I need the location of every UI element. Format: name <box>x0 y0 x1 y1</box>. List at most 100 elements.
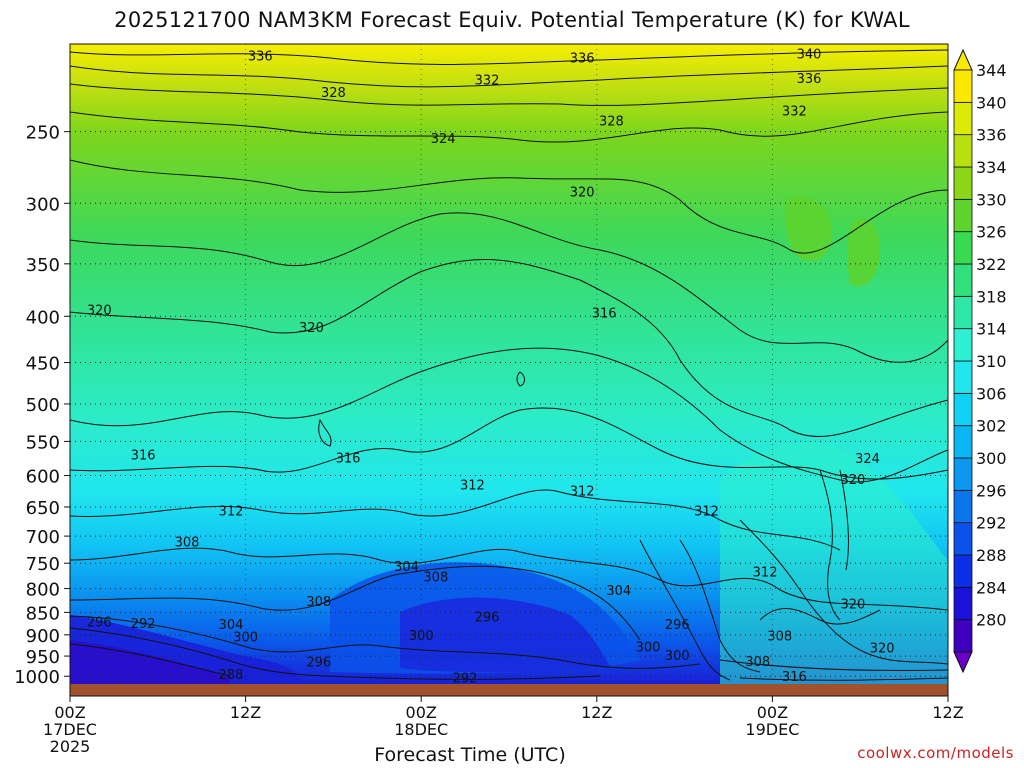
colorbar: 280 284 288 292 296 300 302 306 310 314 318 322 326 3… <box>953 48 1007 674</box>
contour-label: 292 <box>131 617 156 632</box>
contour-label: 324 <box>855 452 880 467</box>
colorbar-swatch <box>953 328 973 362</box>
colorbar-swatch <box>953 619 973 653</box>
contour-label: 320 <box>840 473 865 488</box>
pressure-tick-label: 1000 <box>14 667 60 688</box>
teal-region-right <box>720 442 948 684</box>
contour-label: 336 <box>570 52 595 67</box>
colorbar-label: 330 <box>976 190 1007 209</box>
contour-label: 320 <box>570 185 595 200</box>
colorbar-swatch <box>953 295 973 330</box>
pressure-axis: 2503003504004505005506006507007508008509… <box>14 123 948 688</box>
contour-label: 296 <box>87 616 112 631</box>
pressure-tick-label: 700 <box>26 527 60 548</box>
contour-label: 308 <box>767 630 792 645</box>
colorbar-label: 334 <box>976 158 1007 177</box>
colorbar-label: 340 <box>976 93 1007 112</box>
contour-label: 312 <box>753 566 778 581</box>
contour-label: 324 <box>431 132 456 147</box>
contour-label: 312 <box>694 505 719 520</box>
pressure-tick-label: 900 <box>26 626 60 647</box>
x-axis-label: Forecast Time (UTC) <box>374 744 566 766</box>
contour-label: 320 <box>870 642 895 657</box>
contour-label: 292 <box>453 671 478 686</box>
pressure-tick-label: 250 <box>26 123 60 144</box>
colorbar-swatch <box>953 69 973 103</box>
contour-label: 300 <box>233 631 258 646</box>
colorbar-label: 318 <box>976 287 1007 306</box>
colorbar-label: 310 <box>976 352 1007 371</box>
contour-label: 312 <box>219 505 244 520</box>
colorbar-swatch <box>953 586 973 621</box>
time-tick-label: 00Z <box>757 703 788 722</box>
contour-label: 316 <box>592 306 617 321</box>
contour-label: 336 <box>797 72 822 87</box>
contour-label: 308 <box>306 595 331 610</box>
contour-label: 332 <box>475 74 500 89</box>
colorbar-swatch <box>953 198 973 233</box>
colorbar-swatch <box>953 263 973 297</box>
contour-label: 340 <box>797 48 822 63</box>
colorbar-label: 302 <box>976 417 1007 436</box>
credit-text: coolwx.com/models <box>857 744 1014 762</box>
pressure-tick-label: 950 <box>26 647 60 668</box>
colorbar-swatch <box>953 231 973 265</box>
pressure-tick-label: 450 <box>26 354 60 375</box>
colorbar-label: 344 <box>976 61 1007 80</box>
colorbar-label: 288 <box>976 546 1007 565</box>
contour-label: 308 <box>745 655 770 670</box>
colorbar-swatch <box>953 360 973 394</box>
contour-label: 320 <box>299 321 324 336</box>
contour-label: 320 <box>840 597 865 612</box>
green-pocket-right <box>847 218 880 287</box>
contour-label: 296 <box>475 611 500 626</box>
contour-label: 304 <box>219 618 244 633</box>
colorbar-arrow-bottom <box>953 651 973 674</box>
contour-label: 308 <box>175 536 200 551</box>
contour-label: 304 <box>394 560 419 575</box>
colorbar-label: 306 <box>976 384 1007 403</box>
pressure-tick-label: 500 <box>26 395 60 416</box>
colorbar-label: 326 <box>976 223 1007 242</box>
contour-label: 312 <box>570 484 595 499</box>
pressure-tick-label: 600 <box>26 467 60 488</box>
contour-label: 328 <box>599 114 624 129</box>
pressure-tick-label: 350 <box>26 255 60 276</box>
contour-label: 288 <box>219 668 244 683</box>
contour-label: 296 <box>306 655 331 670</box>
contour-lines <box>69 49 949 681</box>
contour-label: 300 <box>665 649 690 664</box>
contour-label: 308 <box>423 571 448 586</box>
contour-label: 296 <box>665 618 690 633</box>
time-tick-label: 12Z <box>581 703 612 722</box>
pressure-tick-label: 300 <box>26 194 60 215</box>
contour-label: 316 <box>782 670 807 685</box>
colorbar-swatch <box>953 489 973 524</box>
contour-label: 300 <box>409 629 434 644</box>
contour-label: 328 <box>321 86 346 101</box>
colorbar-arrow-top <box>953 48 973 71</box>
plot-area <box>69 43 949 697</box>
time-tick-label: 19DEC <box>745 720 799 739</box>
colorbar-swatch <box>953 425 973 459</box>
contour-label: 312 <box>460 479 485 494</box>
pressure-tick-label: 850 <box>26 603 60 624</box>
colorbar-label: 292 <box>976 514 1007 533</box>
time-tick-label: 12Z <box>932 703 963 722</box>
colorbar-label: 336 <box>976 126 1007 145</box>
contour-label: 320 <box>87 303 112 318</box>
pressure-tick-label: 650 <box>26 498 60 519</box>
contour-label: 316 <box>131 449 156 464</box>
colorbar-swatch <box>953 554 973 588</box>
terrain-strip <box>70 684 948 696</box>
colorbar-label: 296 <box>976 481 1007 500</box>
pressure-tick-label: 400 <box>26 307 60 328</box>
time-tick-label: 00Z <box>406 703 437 722</box>
colorbar-label: 322 <box>976 255 1007 274</box>
cold-pool-core-left <box>70 640 230 684</box>
colorbar-swatch <box>953 457 973 491</box>
colorbar-swatch <box>953 101 973 136</box>
contour-label: 336 <box>248 50 273 65</box>
green-pocket-upper-right <box>785 196 833 261</box>
